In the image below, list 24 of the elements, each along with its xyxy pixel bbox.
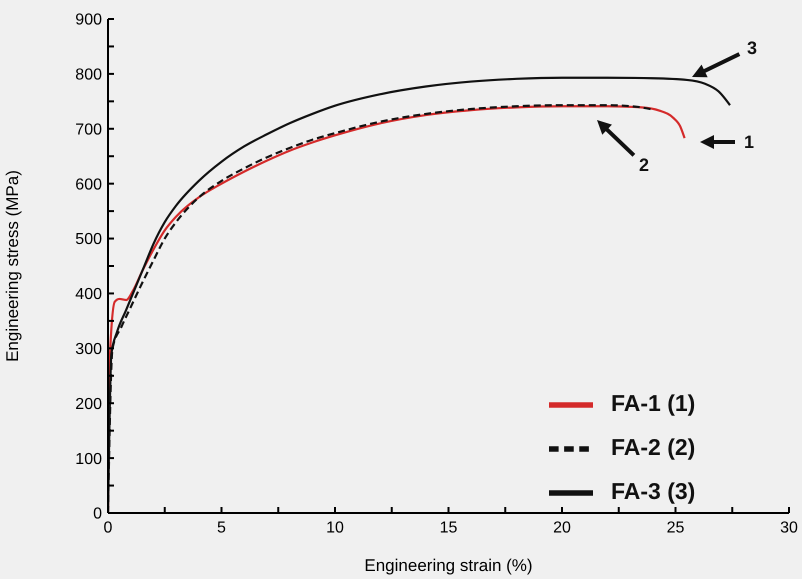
y-tick-label: 900 <box>75 12 102 29</box>
x-axis-title: Engineering strain (%) <box>364 556 533 575</box>
y-tick-label: 100 <box>75 450 102 468</box>
annotation: 3 <box>746 38 758 58</box>
y-tick-label: 600 <box>75 176 102 194</box>
x-tick-label: 10 <box>326 519 344 536</box>
y-tick-label: 0 <box>93 506 102 523</box>
x-tick-label: 5 <box>217 519 226 536</box>
y-tick-label: 200 <box>75 396 102 413</box>
annotation: 2 <box>638 155 650 175</box>
legend-label: FA-2 (2) <box>611 434 696 460</box>
y-tick-label: 400 <box>75 286 102 304</box>
x-tick-label: 25 <box>666 519 684 536</box>
y-tick-label: 300 <box>75 341 102 358</box>
legend-label: FA-1 (1) <box>611 390 696 416</box>
legend-label: FA-3 (3) <box>611 478 696 504</box>
x-tick-label: 20 <box>553 519 571 536</box>
y-tick-label: 800 <box>75 66 102 84</box>
y-tick-label: 700 <box>75 121 102 138</box>
y-axis-title: Engineering stress (MPa) <box>3 170 22 362</box>
y-tick-label: 500 <box>75 231 102 248</box>
x-tick-label: 30 <box>780 519 798 536</box>
x-tick-label: 15 <box>440 519 458 536</box>
annotation: 1 <box>744 132 754 152</box>
